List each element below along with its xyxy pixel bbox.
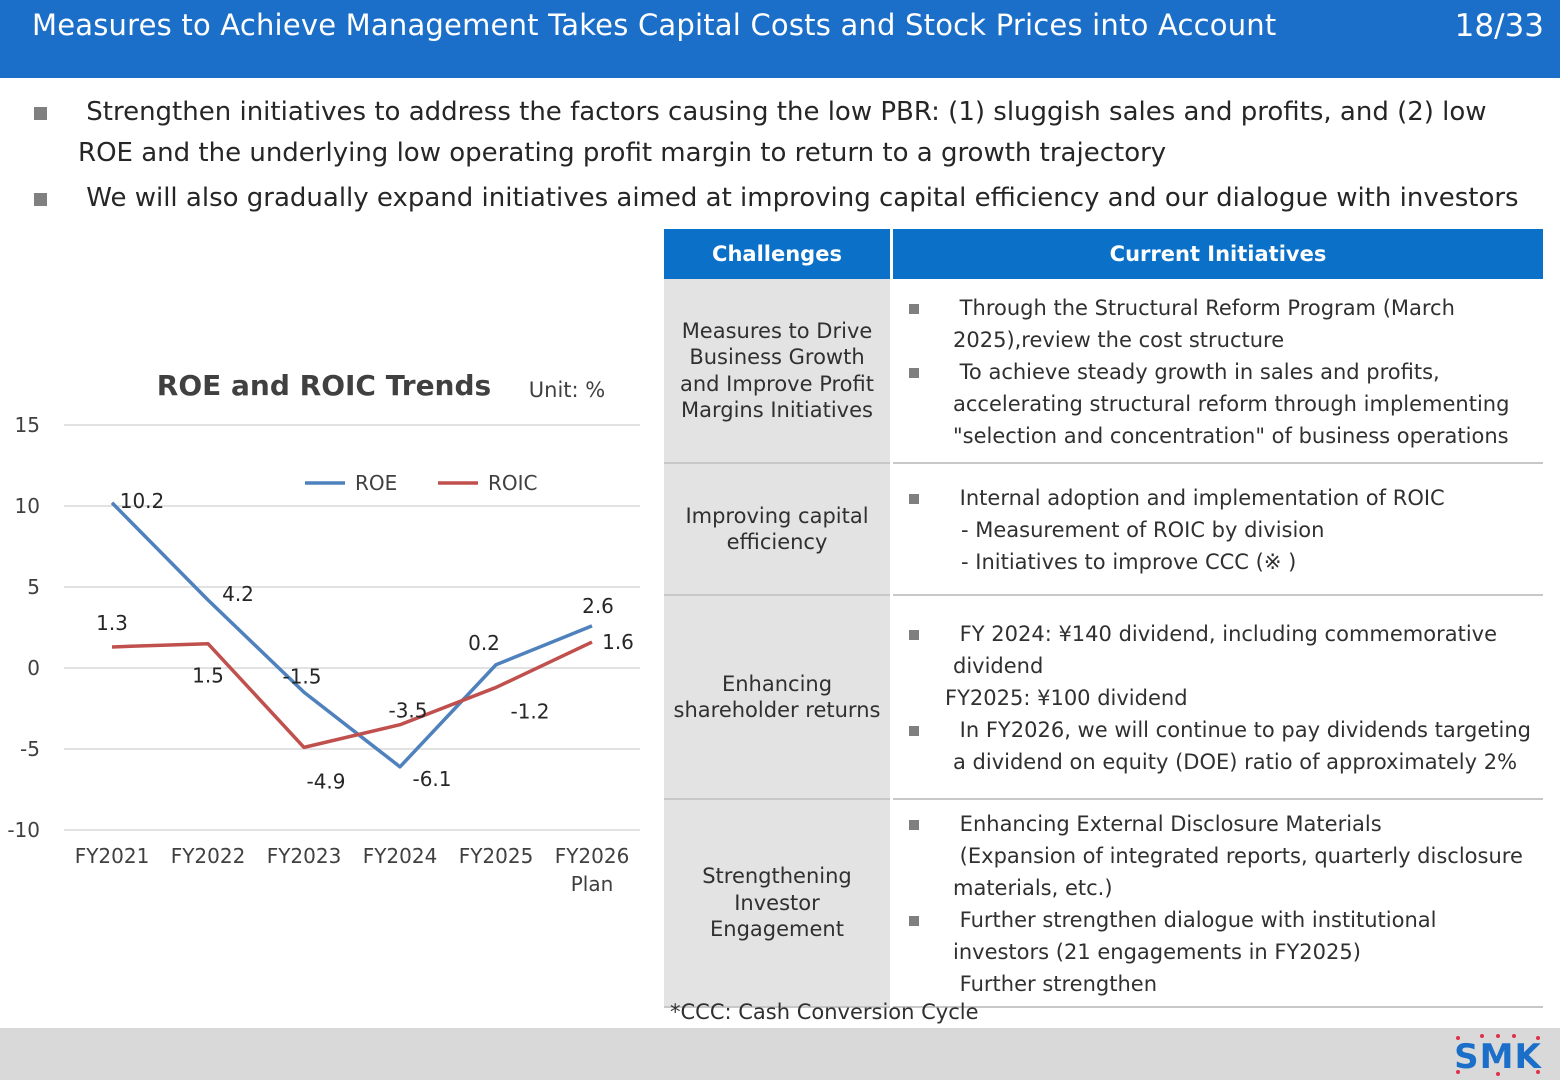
logo-text: SMK	[1454, 1037, 1542, 1076]
x-tick-label: FY2025	[459, 844, 534, 868]
initiative-line: FY2025: ¥100 dividend	[945, 686, 1188, 710]
roe-data-label: -1.5	[282, 664, 321, 688]
roic-data-label: -3.5	[388, 699, 427, 723]
roe-series-line	[110, 501, 593, 769]
roe-roic-chart: ROE and ROIC Trends Unit: % 15 10 5 0 -5 -10 F…	[0, 360, 650, 920]
initiative-continuation: Further strengthen	[953, 972, 1158, 996]
x-tick-label: FY2026	[555, 844, 630, 868]
header-bar: Measures to Achieve Management Takes Cap…	[0, 0, 1560, 78]
logo-dot	[1456, 1070, 1460, 1074]
table-row: Strengthening Investor Engagement Enhanc…	[664, 799, 1543, 1008]
square-bullet-icon	[909, 303, 919, 314]
logo-dot	[1536, 1036, 1540, 1040]
initiative-cell: FY 2024: ¥140 dividend, including commem…	[891, 595, 1543, 800]
table-row: Enhancing shareholder returns FY 2024: ¥…	[664, 595, 1543, 800]
chart-unit: Unit: %	[529, 378, 605, 402]
roe-data-label: -6.1	[412, 767, 451, 791]
challenge-cell: Enhancing shareholder returns	[664, 595, 893, 800]
roic-data-label: 1.5	[192, 664, 224, 688]
footer-bar: SMK	[0, 1028, 1560, 1080]
logo-dot	[1496, 1034, 1500, 1038]
x-tick-label: FY2023	[267, 844, 342, 868]
challenge-cell: Improving capital efficiency	[664, 463, 893, 596]
initiative-cell: Internal adoption and implementation of …	[891, 463, 1543, 596]
square-bullet-icon	[909, 630, 919, 640]
x-tick-label: FY2024	[363, 844, 438, 868]
initiative-continuation: (Expansion of integrated reports, quarte…	[953, 844, 1523, 900]
smk-logo: SMK	[1454, 1034, 1542, 1076]
square-bullet-icon	[909, 820, 919, 830]
initiative-cell: Enhancing External Disclosure Materials …	[891, 799, 1543, 1008]
logo-dot	[1512, 1034, 1516, 1038]
roic-data-label: -4.9	[306, 769, 345, 793]
y-tick-label: 0	[27, 656, 40, 680]
page-number: 18/33	[1454, 8, 1544, 44]
roe-data-label: 4.2	[222, 582, 254, 606]
roe-data-label: 2.6	[582, 594, 614, 618]
x-tick-label: FY2021	[75, 844, 150, 868]
header-current-initiatives: Current Initiatives	[891, 229, 1543, 279]
roic-data-label: 1.6	[602, 630, 634, 654]
table-row: Measures to Drive Business Growth and Im…	[664, 279, 1543, 464]
logo-dots	[1456, 1034, 1540, 1076]
logo-dot	[1456, 1036, 1460, 1040]
table-header-row: Challenges Current Initiatives	[664, 229, 1543, 279]
initiative-item: Through the Structural Reform Program (M…	[909, 292, 1533, 356]
chart-svg: ROE and ROIC Trends Unit: % 15 10 5 0 -5 -10 F…	[7, 369, 640, 896]
y-tick-label: 10	[15, 494, 40, 518]
header-challenges: Challenges	[664, 229, 893, 279]
x-tick-label: FY2022	[171, 844, 246, 868]
challenge-cell: Measures to Drive Business Growth and Im…	[664, 279, 893, 464]
y-tick-label: 5	[27, 575, 40, 599]
initiatives-table: Challenges Current Initiatives Measures …	[664, 229, 1543, 1008]
legend-label-roic: ROIC	[488, 471, 538, 495]
initiative-subitem: - Measurement of ROIC by division	[961, 518, 1325, 542]
logo-dot	[1496, 1072, 1500, 1076]
roe-data-label: 0.2	[468, 631, 500, 655]
challenge-cell: Strengthening Investor Engagement	[664, 799, 893, 1008]
bullet-list: Strengthen initiatives to address the fa…	[32, 92, 1532, 223]
initiative-item: Internal adoption and implementation of …	[909, 482, 1533, 514]
square-bullet-icon	[909, 916, 919, 926]
roic-series-line	[111, 640, 593, 750]
initiative-item: FY 2024: ¥140 dividend, including commem…	[909, 618, 1533, 682]
square-bullet-icon	[34, 107, 47, 120]
square-bullet-icon	[909, 494, 919, 504]
initiative-item: Further strengthen dialogue with institu…	[909, 904, 1533, 968]
y-tick-label: 15	[15, 413, 40, 437]
initiative-item: In FY2026, we will continue to pay divid…	[909, 714, 1533, 778]
footnote: *CCC: Cash Conversion Cycle	[670, 1000, 979, 1024]
square-bullet-icon	[34, 193, 47, 206]
initiative-item: Enhancing External Disclosure Materials	[909, 808, 1533, 840]
square-bullet-icon	[909, 367, 919, 378]
roic-data-label: -1.2	[510, 699, 549, 723]
bullet-item: Strengthen initiatives to address the fa…	[32, 92, 1532, 174]
logo-dot	[1480, 1034, 1484, 1038]
y-tick-label: -5	[20, 737, 40, 761]
y-tick-label: -10	[7, 818, 40, 842]
roic-data-label: 1.3	[96, 611, 128, 635]
x-tick-label: Plan	[571, 872, 614, 896]
square-bullet-icon	[909, 726, 919, 736]
initiative-subitem: - Initiatives to improve CCC (※ )	[961, 550, 1297, 574]
logo-dot	[1536, 1070, 1540, 1074]
roe-data-label: 10.2	[120, 489, 165, 513]
initiative-cell: Through the Structural Reform Program (M…	[891, 279, 1543, 464]
legend-label-roe: ROE	[355, 471, 397, 495]
page-title: Measures to Achieve Management Takes Cap…	[32, 8, 1277, 42]
chart-title: ROE and ROIC Trends	[157, 369, 491, 402]
initiative-item: To achieve steady growth in sales and pr…	[909, 356, 1533, 452]
table-row: Improving capital efficiency Internal ad…	[664, 463, 1543, 596]
bullet-item: We will also gradually expand initiative…	[32, 178, 1532, 219]
